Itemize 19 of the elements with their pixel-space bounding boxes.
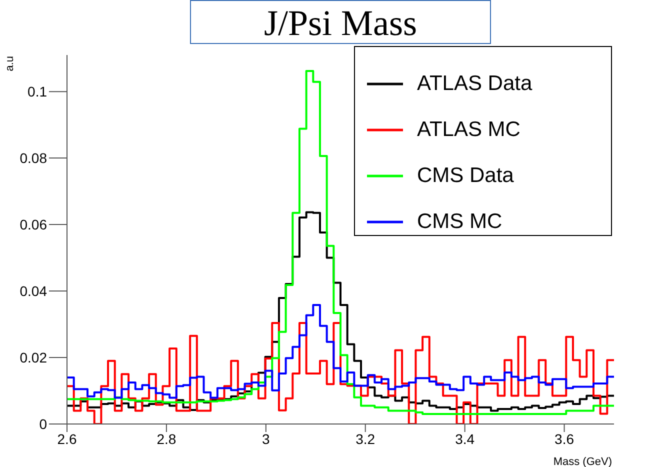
legend-label: ATLAS Data [417,72,532,96]
x-tick-label: 3 [262,430,270,447]
y-tick-label: 0.1 [28,84,48,100]
legend-label: CMS Data [417,164,514,188]
x-tick-label: 3.2 [356,430,376,447]
legend-label: ATLAS MC [417,118,520,142]
x-tick-label: 2.8 [156,430,176,447]
x-tick-label: 2.6 [57,430,77,447]
y-tick-label: 0.04 [20,282,48,299]
legend-label: CMS MC [417,210,502,234]
x-tick-label: 3.6 [554,430,574,447]
chart-title: J/Psi Mass [190,0,491,44]
x-tick-label: 3.4 [455,430,475,447]
y-axis-title: a.u [4,56,16,72]
y-tick-label: 0.02 [20,349,48,366]
y-tick-label: 0.06 [20,216,48,233]
y-tick-label: 0 [39,416,48,432]
x-axis-title: Mass (GeV) [553,456,612,467]
y-tick-label: 0.08 [20,150,48,166]
